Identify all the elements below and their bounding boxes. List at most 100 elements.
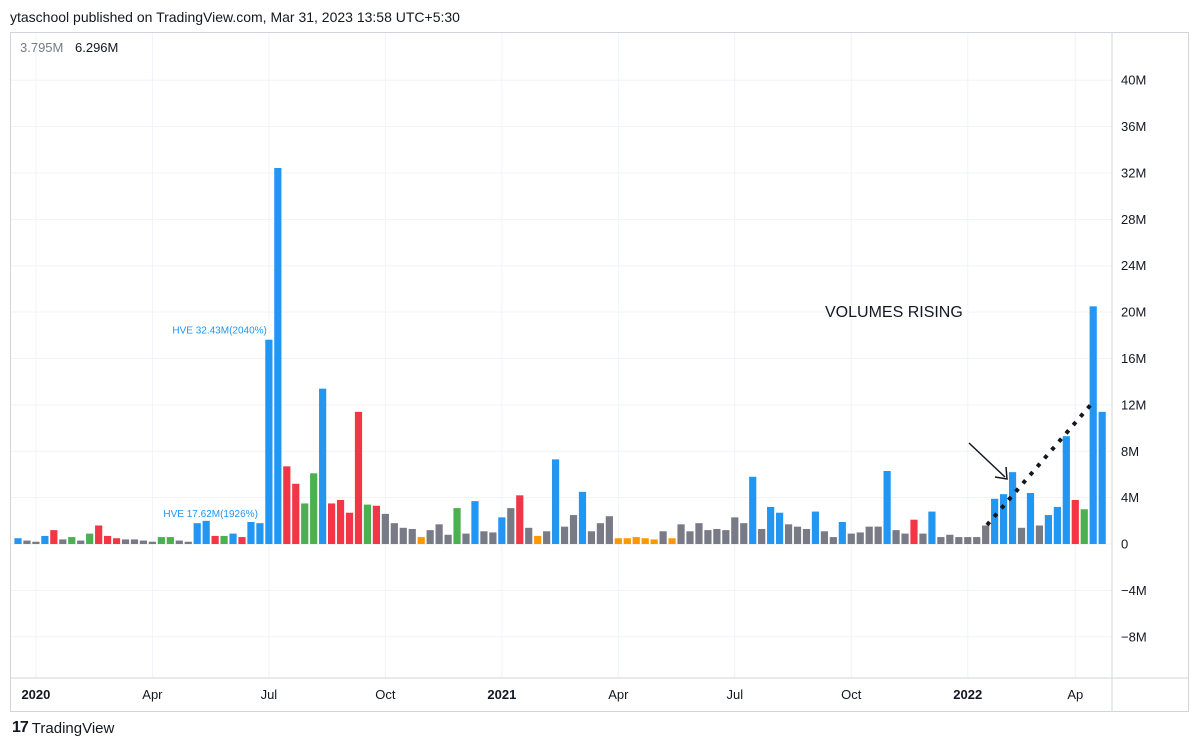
volume-bar bbox=[23, 540, 31, 545]
volume-bar bbox=[417, 537, 425, 545]
volume-bar bbox=[328, 503, 336, 545]
x-tick-label: Jul bbox=[726, 687, 743, 702]
volume-bar bbox=[336, 499, 345, 545]
volume-bar bbox=[32, 541, 40, 545]
volume-bar bbox=[1071, 499, 1079, 545]
volume-bar bbox=[157, 537, 165, 545]
y-tick-label: 16M bbox=[1121, 351, 1146, 366]
x-tick-label: 2021 bbox=[487, 687, 516, 702]
volume-bar bbox=[211, 535, 219, 545]
volume-bar bbox=[399, 527, 407, 545]
arrow-annotation-head-icon bbox=[994, 466, 1008, 480]
volume-bar bbox=[534, 535, 542, 545]
volume-bar bbox=[408, 528, 416, 545]
legend-value-1: 3.795M bbox=[20, 40, 64, 55]
volume-bar bbox=[256, 523, 264, 545]
volume-bar bbox=[578, 491, 587, 545]
volume-bar bbox=[560, 526, 569, 545]
arrow-annotation-shaft bbox=[968, 442, 1006, 478]
volume-bar bbox=[1098, 411, 1106, 545]
x-tick-label: Oct bbox=[841, 687, 862, 702]
volume-bar bbox=[507, 508, 515, 545]
volume-bar bbox=[1000, 494, 1008, 545]
volume-bar bbox=[68, 537, 76, 545]
volume-bar bbox=[86, 533, 94, 545]
volume-bar bbox=[605, 516, 613, 545]
volume-bar bbox=[274, 167, 282, 545]
x-tick-label: 2020 bbox=[21, 687, 50, 702]
volume-bar bbox=[802, 528, 811, 545]
x-tick-label: Ap bbox=[1067, 687, 1083, 702]
y-tick-label: 36M bbox=[1121, 119, 1146, 134]
volume-bar bbox=[892, 530, 900, 545]
volume-bar bbox=[776, 512, 784, 545]
volume-bar bbox=[820, 531, 828, 545]
volume-bar bbox=[1089, 306, 1097, 545]
volume-bar bbox=[112, 538, 121, 545]
volume-bar bbox=[677, 524, 685, 545]
x-tick-label: Jul bbox=[261, 687, 278, 702]
volume-bar bbox=[95, 525, 103, 545]
volume-bar bbox=[435, 524, 443, 545]
volume-bar bbox=[614, 538, 622, 545]
volume-bar bbox=[686, 531, 694, 545]
annotation-text: VOLUMES RISING bbox=[825, 304, 963, 321]
volume-bar bbox=[489, 532, 497, 545]
volume-bar bbox=[525, 527, 533, 545]
volume-bar bbox=[265, 339, 273, 545]
volume-bar bbox=[292, 483, 300, 545]
volume-bar bbox=[955, 537, 963, 545]
volume-bar bbox=[372, 505, 380, 545]
volume-bar bbox=[390, 523, 398, 545]
volume-bar bbox=[659, 531, 667, 545]
volume-bar bbox=[901, 533, 909, 545]
volume-chart[interactable]: HVE 32.43M(2040%) HVE 17.62M(1926%) 40M 36M… bbox=[11, 33, 1188, 711]
y-tick-label: 28M bbox=[1121, 212, 1146, 227]
volume-bar bbox=[247, 522, 255, 545]
publish-info: ytaschool published on TradingView.com, … bbox=[10, 9, 460, 25]
volume-bar bbox=[238, 537, 246, 545]
x-tick-label: 2022 bbox=[953, 687, 982, 702]
volume-bar bbox=[166, 537, 174, 545]
volume-bar bbox=[668, 538, 676, 545]
volume-bar bbox=[749, 476, 757, 545]
volume-bar bbox=[193, 523, 201, 545]
legend: 3.795M 6.296M bbox=[20, 40, 118, 55]
volume-bar bbox=[632, 537, 640, 545]
volume-bar bbox=[874, 526, 882, 545]
volume-bar bbox=[462, 533, 470, 545]
volume-bar bbox=[722, 530, 730, 545]
volume-bar bbox=[41, 535, 49, 545]
volume-bar bbox=[345, 512, 354, 545]
volume-bar bbox=[740, 523, 748, 545]
hve-label: HVE 32.43M(2040%) bbox=[172, 326, 267, 337]
volume-bar bbox=[883, 470, 891, 545]
volume-bar bbox=[856, 532, 864, 545]
volume-bar bbox=[623, 538, 631, 545]
volume-bar bbox=[444, 534, 452, 545]
volume-bar bbox=[175, 540, 183, 545]
volume-bar bbox=[480, 531, 488, 545]
volume-bar bbox=[301, 503, 309, 545]
volume-bar bbox=[596, 523, 604, 545]
volume-bar bbox=[148, 541, 156, 545]
tradingview-logo-icon: 17 bbox=[12, 719, 29, 736]
volume-bar bbox=[1026, 493, 1035, 545]
footer-brand[interactable]: 17 TradingView bbox=[12, 719, 114, 737]
brand-name: TradingView bbox=[31, 719, 115, 737]
volume-bar bbox=[104, 535, 112, 545]
volume-bar bbox=[587, 531, 596, 545]
y-tick-label: 20M bbox=[1121, 305, 1146, 320]
volume-bar bbox=[50, 530, 58, 545]
volume-bar bbox=[838, 522, 846, 545]
volume-bar bbox=[1080, 509, 1088, 545]
volume-bar bbox=[569, 515, 578, 545]
volume-bar bbox=[516, 495, 524, 545]
volume-bar bbox=[1035, 525, 1044, 545]
volume-bar bbox=[354, 411, 363, 545]
volume-bar bbox=[552, 459, 560, 545]
volume-bar bbox=[811, 511, 820, 545]
y-tick-label: −4M bbox=[1121, 583, 1147, 598]
volume-bar bbox=[130, 539, 139, 545]
y-tick-label: −8M bbox=[1121, 629, 1147, 644]
